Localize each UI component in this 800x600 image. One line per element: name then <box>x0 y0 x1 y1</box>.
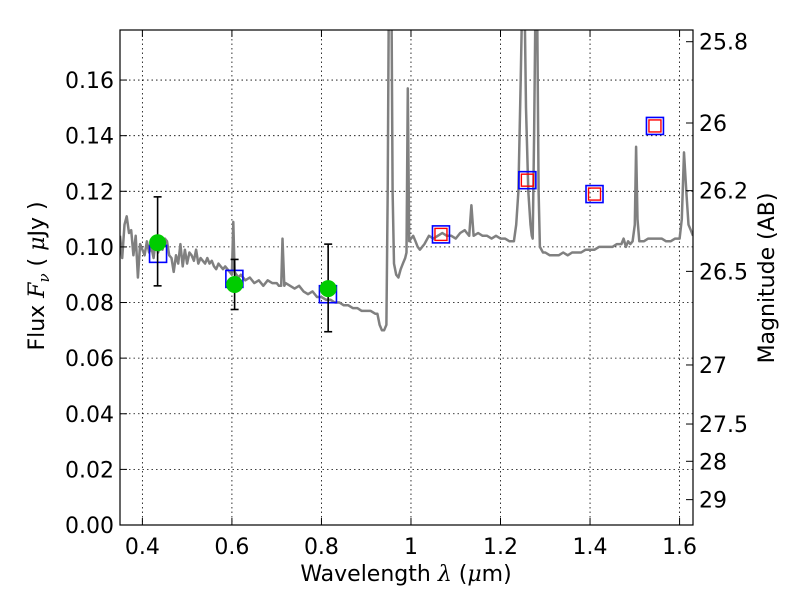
y-tick-label: 0.08 <box>65 292 114 317</box>
model-photometry-inner-marker <box>648 119 662 133</box>
y-tick-label: 0.12 <box>65 180 114 205</box>
y2-axis-label: Magnitude (AB) <box>755 193 780 364</box>
model-photometry-inner-marker <box>434 227 448 242</box>
observed-photometry-point <box>319 280 337 298</box>
y-axis-label-subscript: ν <box>35 273 53 282</box>
y-axis-label-unit: Jy <box>25 217 50 239</box>
x-tick-label: 1 <box>404 535 418 560</box>
y2-tick-label: 26.2 <box>699 180 748 205</box>
y2-tick-label: 27 <box>699 354 727 379</box>
y2-tick-label: 27.5 <box>699 413 748 438</box>
y-tick-label: 0.00 <box>65 514 114 539</box>
y-tick-label: 0.10 <box>65 236 114 261</box>
y-axis-label-mu: μ <box>25 237 50 251</box>
x-axis-label-symbol: λ <box>437 562 452 587</box>
model-photometry-marker <box>585 184 604 204</box>
y-axis-label-open: ( <box>25 251 50 274</box>
x-axis-label-mu: μ <box>467 562 481 587</box>
y-axis-label-close: ) <box>25 201 50 217</box>
spectrum-line <box>120 30 693 332</box>
x-tick-label: 1.2 <box>483 535 518 560</box>
y-tick-label: 0.02 <box>65 458 114 483</box>
spectrum-layer <box>120 30 693 332</box>
x-axis-label: Wavelength λ (μm) <box>300 562 511 587</box>
model-photometry-inner-marker <box>587 187 602 201</box>
observed-photometry-point <box>226 275 244 293</box>
y-tick-label: 0.06 <box>65 347 114 372</box>
x-axis-label-open: ( <box>452 562 468 587</box>
marker-layer <box>148 116 665 333</box>
y-axis-label-prefix: Flux <box>25 298 50 351</box>
x-axis-label-close: m) <box>482 562 512 587</box>
y2-tick-label: 26 <box>699 112 727 137</box>
plot-frame <box>119 29 694 526</box>
y2-tick-label: 26.5 <box>699 260 748 285</box>
y2-tick-label: 29 <box>699 489 727 514</box>
y-tick-label: 0.14 <box>65 125 114 150</box>
x-axis-label-prefix: Wavelength <box>300 562 438 587</box>
model-photometry-inner-marker <box>520 173 535 187</box>
model-photometry-marker <box>645 116 665 136</box>
x-tick-label: 1.4 <box>573 535 608 560</box>
y-tick-label: 0.04 <box>65 403 114 428</box>
y-axis-label: Flux Fν ( μJy ) <box>25 201 53 350</box>
x-tick-label: 0.6 <box>214 535 249 560</box>
observed-photometry-point <box>149 234 167 252</box>
y2-tick-label: 28 <box>699 450 727 475</box>
grid-layer <box>120 30 693 525</box>
y-tick-label: 0.16 <box>65 69 114 94</box>
x-tick-label: 0.4 <box>125 535 160 560</box>
y2-tick-label: 25.8 <box>699 31 748 56</box>
tick-layer: 0.4 0.6 0.8 1 1.2 1.4 1.6 0.00 0.02 0.04 0.06 0.08 0… <box>65 30 748 560</box>
y-axis-label-symbol: F <box>25 282 50 299</box>
x-tick-label: 1.6 <box>662 535 697 560</box>
model-photometry-marker <box>431 225 451 244</box>
model-photometry-marker <box>518 170 537 190</box>
x-tick-label: 0.8 <box>304 535 339 560</box>
